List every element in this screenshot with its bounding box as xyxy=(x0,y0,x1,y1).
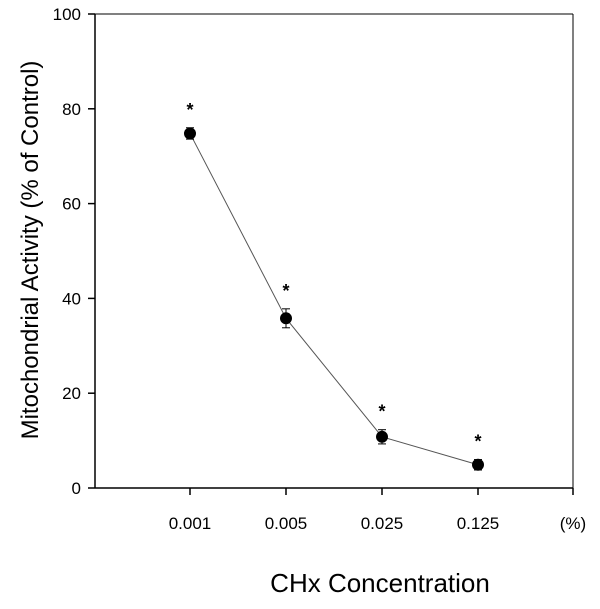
y-axis-title: Mitochondrial Activity (% of Control) xyxy=(17,61,44,440)
x-unit-label: (%) xyxy=(560,514,586,533)
x-tick-label: 0.125 xyxy=(457,514,500,533)
y-tick-label: 0 xyxy=(72,479,81,498)
x-axis-title: CHx Concentration xyxy=(270,568,490,598)
y-tick-label: 20 xyxy=(62,384,81,403)
x-tick-label: 0.005 xyxy=(265,514,308,533)
y-ticks: 0 20 40 60 80 100 xyxy=(53,5,95,498)
y-tick-label: 60 xyxy=(62,195,81,214)
significance-marker: * xyxy=(474,432,481,452)
y-tick-label: 100 xyxy=(53,5,81,24)
data-point xyxy=(472,458,484,471)
y-tick-label: 80 xyxy=(62,100,81,119)
significance-marker: * xyxy=(378,402,385,422)
y-tick-label: 40 xyxy=(62,289,81,308)
data-point xyxy=(280,312,292,325)
significance-marker: * xyxy=(282,281,289,301)
x-tick-label: 0.025 xyxy=(361,514,404,533)
significance-marker: * xyxy=(186,100,193,120)
x-ticks: 0.001 0.005 0.025 0.125 xyxy=(169,488,574,533)
series-line xyxy=(189,133,479,466)
data-point xyxy=(184,127,196,140)
series: * * * * xyxy=(184,100,484,471)
x-tick-label: 0.001 xyxy=(169,514,212,533)
data-point xyxy=(376,430,388,443)
axes xyxy=(94,13,574,489)
